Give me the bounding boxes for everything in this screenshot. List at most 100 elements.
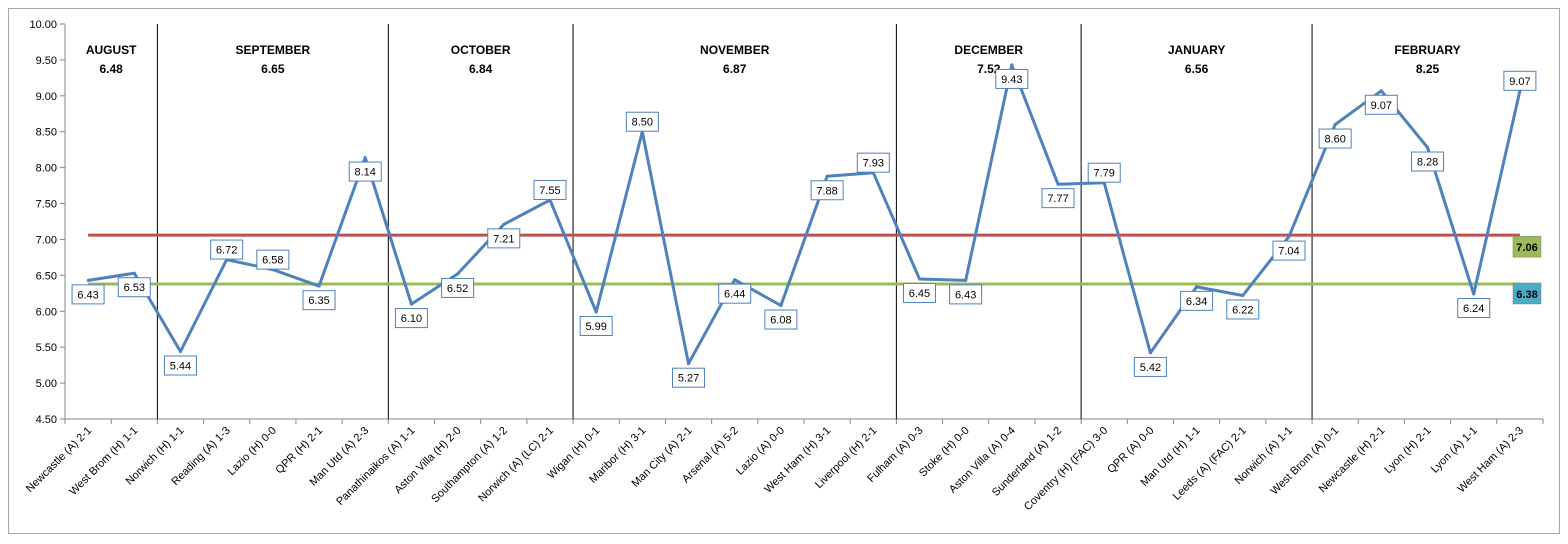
data-point — [86, 278, 90, 282]
y-tick-label: 8.50 — [36, 127, 57, 139]
month-name: DECEMBER — [954, 43, 1023, 57]
y-tick-label: 7.00 — [36, 234, 57, 246]
data-point — [1148, 351, 1152, 355]
reference-lines: 7.06 6.38 — [88, 233, 1542, 305]
data-point — [964, 278, 968, 282]
data-label-box — [672, 367, 706, 388]
data-label: 6.22 — [1232, 304, 1253, 316]
axes: 4.50 5.00 5.50 6.00 6.50 7.00 7.50 8.00 8.50 9.00… — [29, 19, 1544, 426]
month-average: 6.56 — [1185, 62, 1209, 76]
month-average: 6.84 — [469, 62, 493, 76]
y-tick-label: 9.50 — [36, 55, 57, 67]
reference-value-label: 6.38 — [1516, 289, 1537, 301]
data-label-box — [902, 282, 936, 303]
y-tick-label: 10.00 — [29, 19, 57, 31]
data-label-box — [1180, 290, 1214, 311]
data-label: 6.45 — [909, 288, 930, 300]
data-label: 5.42 — [1140, 362, 1161, 374]
data-label-box — [441, 277, 475, 298]
data-label: 9.07 — [1509, 76, 1530, 88]
data-label-box — [1133, 356, 1167, 377]
data-point — [363, 156, 367, 160]
data-label: 8.14 — [355, 167, 376, 179]
data-point — [779, 304, 783, 308]
y-tick-label: 5.00 — [36, 378, 57, 390]
month-name: OCTOBER — [451, 43, 511, 57]
reference-value-box — [1512, 282, 1542, 305]
reference-value-label: 7.06 — [1516, 242, 1537, 254]
data-label: 7.88 — [816, 185, 837, 197]
data-label-box — [533, 179, 567, 200]
data-label: 6.08 — [770, 315, 791, 327]
data-label: 6.35 — [308, 295, 329, 307]
data-label: 8.50 — [632, 117, 653, 129]
month-average: 6.65 — [261, 62, 285, 76]
data-label: 6.24 — [1463, 303, 1484, 315]
data-label-box — [1503, 70, 1537, 91]
data-label-box — [718, 283, 752, 304]
data-label: 6.43 — [77, 289, 98, 301]
data-label-box — [256, 249, 290, 270]
data-label-box — [625, 111, 659, 132]
data-point — [409, 302, 413, 306]
data-label-box — [1364, 94, 1398, 115]
data-label-box — [348, 161, 382, 182]
data-label-box — [1457, 298, 1491, 319]
month-name: FEBRUARY — [1394, 43, 1460, 57]
data-label-box — [1226, 299, 1260, 320]
data-label: 9.07 — [1371, 100, 1392, 112]
data-label-box — [1041, 188, 1075, 209]
data-label-box — [1411, 151, 1445, 172]
data-point — [1056, 182, 1060, 186]
chart-border — [8, 8, 1560, 534]
month-average: 6.48 — [100, 62, 124, 76]
data-label: 6.10 — [401, 313, 422, 325]
month-average: 6.87 — [723, 62, 747, 76]
data-label-box — [856, 152, 890, 173]
y-tick-label: 5.50 — [36, 342, 57, 354]
month-sections: AUGUST 6.48 SEPTEMBER 6.65 OCTOBER 6.84 NOVEMB… — [86, 24, 1461, 419]
data-point — [317, 284, 321, 288]
data-point — [1333, 123, 1337, 127]
data-label-box — [487, 228, 521, 249]
data-label-box — [163, 355, 197, 376]
y-tick-label: 7.50 — [36, 199, 57, 211]
y-tick-label: 4.50 — [36, 414, 57, 426]
data-label: 8.60 — [1324, 134, 1345, 146]
month-name: NOVEMBER — [700, 43, 770, 57]
data-label: 7.04 — [1278, 246, 1299, 258]
data-point — [1472, 292, 1476, 296]
data-label-box — [394, 308, 428, 329]
data-point — [1010, 63, 1014, 67]
y-tick-label: 9.00 — [36, 91, 57, 103]
data-point — [917, 277, 921, 281]
data-label-box — [810, 180, 844, 201]
month-average: 8.25 — [1416, 62, 1440, 76]
data-point — [1379, 89, 1383, 93]
data-point — [1426, 146, 1430, 150]
month-name: JANUARY — [1168, 43, 1226, 57]
data-label: 7.93 — [863, 158, 884, 170]
data-point — [687, 362, 691, 366]
data-label-box — [117, 277, 151, 298]
data-label: 6.44 — [724, 289, 745, 301]
data-point — [1287, 235, 1291, 239]
data-label: 6.53 — [124, 282, 145, 294]
data-point — [178, 349, 182, 353]
data-point — [733, 278, 737, 282]
month-name: AUGUST — [86, 43, 137, 57]
data-label-box — [949, 284, 983, 305]
data-label: 9.43 — [1001, 74, 1022, 86]
data-label: 5.44 — [170, 360, 191, 372]
data-label: 5.27 — [678, 373, 699, 385]
data-label: 7.21 — [493, 233, 514, 245]
data-point — [1195, 285, 1199, 289]
data-label: 5.99 — [585, 321, 606, 333]
data-label-box — [302, 290, 336, 311]
data-point — [502, 222, 506, 226]
data-label: 6.34 — [1186, 296, 1207, 308]
data-point — [1241, 293, 1245, 297]
y-tick-label: 6.00 — [36, 306, 57, 318]
